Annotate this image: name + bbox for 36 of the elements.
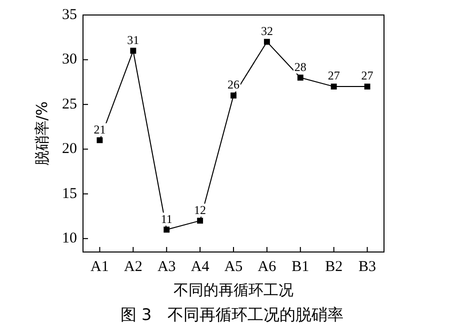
x-tick-label: A2 xyxy=(124,258,142,275)
y-tick-label: 10 xyxy=(62,230,77,247)
data-label: 28 xyxy=(294,60,306,74)
x-tick-label: B1 xyxy=(292,258,310,275)
data-label: 26 xyxy=(228,78,240,92)
x-tick-label: B2 xyxy=(325,258,343,275)
data-label: 32 xyxy=(260,24,273,38)
x-tick-label: B3 xyxy=(358,258,376,275)
y-tick-label: 25 xyxy=(62,96,77,112)
point xyxy=(264,38,270,45)
point xyxy=(297,74,304,81)
x-tick-label: A1 xyxy=(90,258,109,275)
x-tick-label: A3 xyxy=(157,258,176,275)
data-label: 11 xyxy=(160,212,172,226)
point xyxy=(164,226,170,233)
x-axis-title: 不同的再循环工况 xyxy=(174,280,294,299)
point xyxy=(197,218,204,224)
y-tick-label: 30 xyxy=(62,52,77,68)
y-axis-title: 脱硝率/% xyxy=(32,101,51,166)
x-tick-label: A6 xyxy=(258,258,277,275)
y-tick-label: 20 xyxy=(62,141,77,158)
data-label: 31 xyxy=(127,32,140,47)
data-label: 27 xyxy=(328,68,340,83)
x-tick-label: A5 xyxy=(224,258,243,275)
caption: 图 3 不同再循环工况的脱硝率 xyxy=(119,305,345,326)
y-tick-label: 15 xyxy=(62,186,77,202)
y-tick-label: 35 xyxy=(62,6,77,23)
point xyxy=(364,84,370,90)
point xyxy=(330,84,337,90)
point xyxy=(130,48,136,54)
point xyxy=(96,137,103,144)
data-label: 21 xyxy=(94,122,106,136)
data-label: 27 xyxy=(361,68,374,83)
data-label: 12 xyxy=(194,202,206,217)
x-tick-label: A4 xyxy=(190,258,210,275)
point xyxy=(230,92,236,98)
